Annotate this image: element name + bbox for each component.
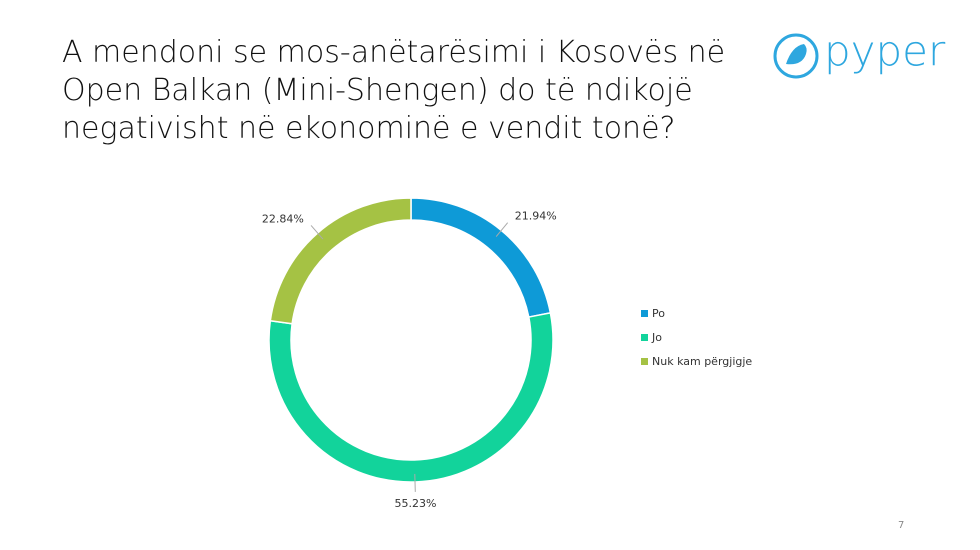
donut-slice xyxy=(269,197,412,325)
legend-label: Po xyxy=(652,307,665,320)
logo-graphic: pyper xyxy=(773,27,946,79)
legend-label: Jo xyxy=(651,331,662,344)
legend-swatch xyxy=(641,358,648,365)
chart-title: A mendoni se mos-anëtarësimi i Kosovës n… xyxy=(62,35,726,146)
logo-circle xyxy=(773,33,819,79)
legend-swatch xyxy=(641,310,648,317)
page-number: 7 xyxy=(898,520,905,531)
legend-swatch xyxy=(641,334,648,341)
data-label: 21.94% xyxy=(515,210,557,223)
logo-bird xyxy=(786,44,807,65)
leader-line xyxy=(495,222,509,237)
data-label: 22.84% xyxy=(262,212,304,225)
logo: pyper xyxy=(772,24,972,98)
data-label: 55.23% xyxy=(395,497,437,510)
legend-label: Nuk kam përgjigje xyxy=(652,355,752,368)
leader-line xyxy=(414,473,416,492)
logo-text: pyper xyxy=(824,27,946,76)
donut-slice xyxy=(268,311,554,483)
leader-line xyxy=(310,225,324,240)
